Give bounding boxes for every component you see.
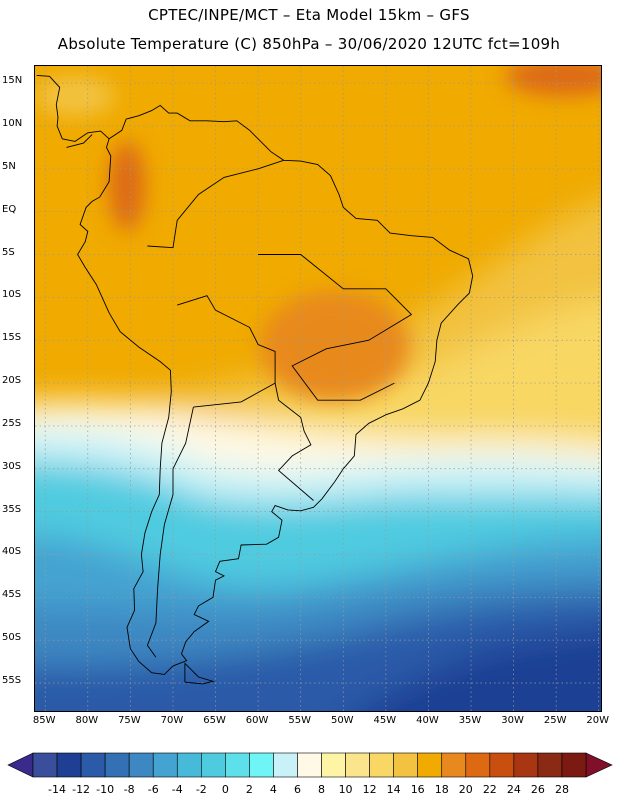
- colorbar-tick-label: 22: [482, 783, 497, 796]
- lat-tick-label: 45S: [2, 589, 22, 601]
- colorbar-swatch: [393, 752, 418, 778]
- colorbar-swatch: [104, 752, 130, 778]
- colorbar-swatch: [441, 752, 467, 778]
- lat-tick-label: 50S: [2, 632, 22, 644]
- lon-tick-label: 80W: [75, 715, 99, 726]
- lon-tick-label: 75W: [118, 715, 141, 726]
- tierra-del-fuego: [184, 662, 215, 685]
- lon-tick-label: 65W: [203, 715, 226, 726]
- colorbar-swatch: [176, 752, 202, 778]
- colorbar-swatch: [56, 752, 82, 778]
- colorbar-swatch: [489, 752, 515, 778]
- lon-tick-label: 45W: [373, 715, 397, 726]
- colorbar-tick-label: -14: [48, 783, 67, 796]
- colorbar-swatch: [561, 752, 587, 778]
- colorbar-tick-label: 20: [458, 783, 473, 796]
- colorbar-under-arrow: [7, 752, 34, 778]
- border-andes: [146, 407, 194, 658]
- lat-tick-label: 25S: [2, 417, 22, 429]
- lat-tick-label: 10N: [2, 117, 23, 129]
- colorbar-tick-label: 26: [530, 783, 545, 796]
- temp-core-20-central-brazil: [260, 291, 410, 401]
- colorbar-swatch: [369, 752, 394, 778]
- colorbar-swatch: [128, 752, 154, 778]
- colorbar-tick-label: 4: [269, 783, 277, 796]
- colorbar-swatch: [345, 752, 370, 778]
- lat-tick-label: 55S: [2, 675, 22, 686]
- colorbar: [7, 752, 613, 778]
- lat-tick-label: 20S: [2, 375, 22, 387]
- colorbar-tick-label: 10: [338, 783, 353, 796]
- south-america-coastline: [77, 104, 474, 675]
- colorbar-tick-label: 2: [245, 783, 253, 796]
- border-southeast: [274, 383, 314, 501]
- colorbar-swatch: [513, 752, 539, 778]
- colorbar-tick-label: 12: [362, 783, 377, 796]
- chart-title: CPTEC/INPE/MCT – Eta Model 15km – GFS: [148, 6, 470, 24]
- lon-tick-label: 60W: [245, 715, 269, 726]
- lon-tick-label: 40W: [416, 715, 439, 726]
- colorbar-tick-label: 14: [386, 783, 401, 796]
- colorbar-swatch: [249, 752, 274, 778]
- lat-tick-label: 15S: [2, 332, 22, 344]
- colorbar-tick-label: 8: [318, 783, 326, 796]
- lon-tick-label: 30W: [501, 715, 524, 726]
- lat-tick-label: EQ: [2, 203, 17, 215]
- lon-tick-label: 55W: [288, 715, 311, 726]
- colorbar-swatch: [417, 752, 443, 778]
- border-bolivia: [177, 295, 276, 408]
- lon-tick-label: 70W: [160, 715, 184, 726]
- colorbar-swatch: [465, 752, 491, 778]
- border-north: [147, 159, 284, 249]
- central-america-coastline: [36, 74, 110, 142]
- colorbar-tick-label: -12: [72, 783, 91, 796]
- lon-tick-label: 50W: [330, 715, 354, 726]
- colorbar-tick-label: 28: [554, 783, 569, 796]
- colorbar-tick-label: -6: [147, 783, 159, 796]
- colorbar-tick-label: 16: [410, 783, 425, 796]
- colorbar-swatch: [321, 752, 346, 778]
- lat-tick-label: 35S: [2, 503, 22, 515]
- lon-tick-label: 25W: [543, 715, 567, 726]
- colorbar-swatch: [32, 752, 58, 778]
- colorbar-tick-label: 18: [434, 783, 449, 796]
- lon-tick-label: 85W: [32, 715, 56, 726]
- lat-tick-label: 15N: [2, 75, 23, 87]
- colorbar-swatch: [80, 752, 106, 778]
- colorbar-tick-label: -10: [96, 783, 115, 796]
- lat-lon-grid: [35, 66, 601, 711]
- map-panel: [34, 65, 602, 712]
- lon-tick-label: 35W: [458, 715, 482, 726]
- lat-tick-label: 10S: [2, 289, 22, 301]
- colorbar-tick-label: -4: [171, 783, 183, 796]
- colorbar-tick-label: 6: [293, 783, 301, 796]
- chart-subtitle: Absolute Temperature (C) 850hPa – 30/06/…: [57, 35, 561, 53]
- coastlines-borders: [36, 74, 474, 685]
- lat-tick-label: 5S: [2, 246, 15, 258]
- colorbar-tick-label: 24: [506, 783, 521, 796]
- temperature-map: [35, 66, 601, 711]
- panama-south-coast: [66, 134, 93, 148]
- colorbar-swatch: [273, 752, 298, 778]
- colorbar-swatch: [297, 752, 322, 778]
- lon-tick-label: 20W: [586, 715, 610, 726]
- temp-core-14-upper-left: [35, 76, 115, 116]
- colorbar-over-arrow: [585, 752, 613, 778]
- temp-core-20-andes: [109, 141, 145, 231]
- temp-core-22-caribbean: [505, 66, 601, 96]
- colorbar-tick-label: -2: [195, 783, 207, 796]
- colorbar-swatch: [201, 752, 226, 778]
- colorbar-swatch: [537, 752, 563, 778]
- lat-tick-label: 40S: [2, 546, 22, 558]
- lat-tick-label: 5N: [2, 160, 16, 172]
- temp-band--12: [363, 630, 601, 711]
- colorbar-swatch: [225, 752, 250, 778]
- border-brazil-states: [258, 254, 413, 401]
- colorbar-swatch: [152, 752, 178, 778]
- colorbar-tick-label: -8: [123, 783, 135, 796]
- colorbar-tick-label: 0: [221, 783, 229, 796]
- lat-tick-label: 30S: [2, 460, 22, 472]
